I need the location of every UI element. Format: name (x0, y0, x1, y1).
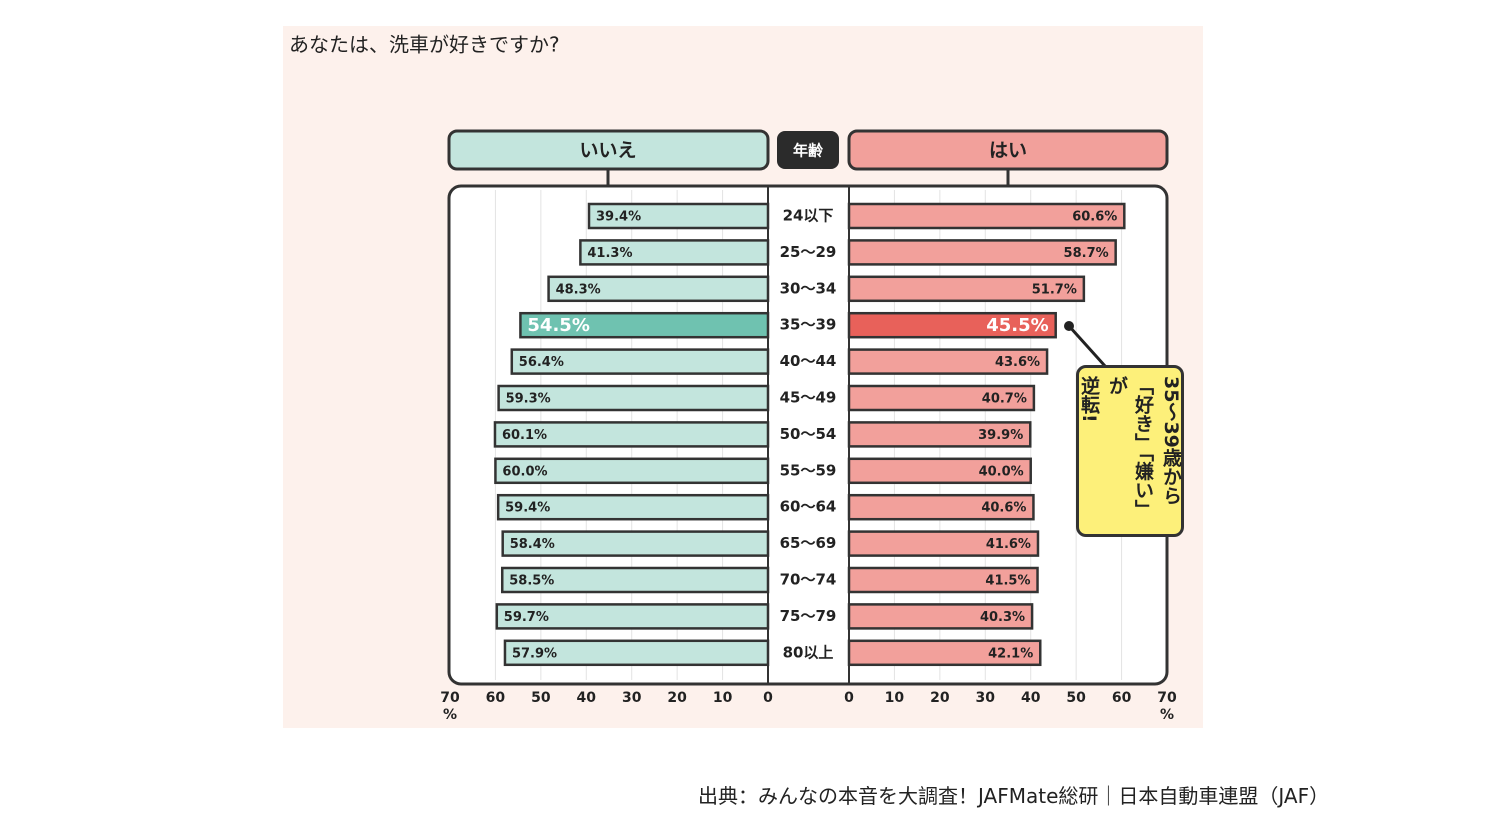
bar (847, 603, 1034, 630)
value-label: 60.0% (502, 464, 547, 479)
category-label: 30～34 (780, 279, 837, 297)
value-label: 51.7% (1032, 282, 1077, 297)
bar (500, 566, 770, 594)
x-tick-label: 30 (976, 690, 996, 706)
bar (847, 384, 1036, 412)
value-label: 41.3% (587, 246, 632, 261)
x-tick-label: 0 (763, 690, 773, 706)
x-tick-label: 40 (577, 690, 597, 706)
x-tick-label: 10 (713, 690, 733, 706)
value-label: 58.4% (510, 537, 555, 552)
x-tick-label: 10 (885, 690, 905, 706)
source: 出典：みんなの本音を大調査！JAFMate総研｜日本自動車連盟（JAF） (698, 784, 1330, 808)
bar (847, 202, 1126, 230)
value-label: 58.5% (509, 574, 554, 589)
value-label: 39.9% (978, 428, 1023, 443)
value-label: 40.3% (980, 610, 1025, 625)
value-label: 40.6% (981, 501, 1026, 516)
legend-label: いいえ (579, 140, 636, 162)
x-tick-label: 70 (1157, 690, 1177, 706)
bar (847, 639, 1042, 667)
bar (847, 275, 1086, 303)
category-label: 60～64 (780, 498, 837, 516)
callout-line (1067, 324, 1107, 368)
bar (847, 348, 1049, 375)
value-label: 48.3% (556, 282, 601, 297)
category-label: 24以下 (783, 207, 834, 225)
value-label: 40.7% (982, 392, 1027, 407)
bar (503, 639, 770, 667)
bar (510, 348, 770, 375)
bar (579, 239, 770, 266)
category-label: 35～39 (780, 316, 837, 334)
category-label: 50～54 (780, 425, 837, 443)
annotation-line: 「好き」「嫌い」が (1106, 376, 1154, 519)
bar (493, 421, 770, 448)
x-tick-label: 70 (440, 690, 460, 706)
category-header: 年齢 (793, 142, 824, 160)
x-tick-label: 30 (622, 690, 642, 706)
x-tick-label: 40 (1021, 690, 1041, 706)
value-label: 45.5% (986, 315, 1048, 336)
bar (495, 603, 770, 630)
category-label: 45～49 (780, 389, 837, 407)
x-tick-label: 60 (486, 690, 506, 706)
callout: 35～39歳から 「好き」「嫌い」が 逆転! (1076, 365, 1184, 537)
value-label: 60.6% (1072, 210, 1117, 225)
value-label: 41.6% (986, 537, 1031, 552)
bar (501, 530, 770, 557)
value-label: 43.6% (995, 355, 1040, 370)
legend-label: はい (989, 140, 1027, 162)
x-tick-label: 50 (1066, 690, 1086, 706)
bar (847, 239, 1117, 266)
bar (847, 493, 1035, 521)
bar (847, 311, 1057, 339)
value-label: 56.4% (519, 355, 564, 370)
category-label: 70～74 (780, 571, 837, 589)
x-tick-label: 50 (531, 690, 551, 706)
x-tick-label: 0 (844, 690, 854, 706)
value-label: 59.3% (506, 392, 551, 407)
x-tick-label: 20 (930, 690, 950, 706)
x-tick-label: 20 (667, 690, 687, 706)
value-label: 59.7% (504, 610, 549, 625)
category-label: 25～29 (780, 243, 837, 261)
category-label: 40～44 (780, 352, 837, 370)
bar (847, 421, 1032, 448)
value-label: 60.1% (502, 428, 547, 443)
value-label: 42.1% (988, 646, 1033, 661)
category-label: 55～59 (780, 461, 837, 479)
x-unit: % (1160, 707, 1174, 723)
category-label: 80以上 (783, 643, 834, 661)
annotation-line: 35～39歳から (1160, 376, 1182, 505)
value-label: 40.0% (979, 464, 1024, 479)
bar (519, 311, 770, 339)
chart-title: あなたは、洗車が好きですか? (289, 33, 560, 57)
category-label: 75～79 (780, 607, 837, 625)
bar (494, 457, 770, 485)
value-label: 54.5% (527, 315, 589, 336)
value-label: 59.4% (505, 501, 550, 516)
bar (847, 566, 1039, 594)
bar (587, 202, 770, 230)
value-label: 41.5% (985, 574, 1030, 589)
value-label: 58.7% (1064, 246, 1109, 261)
bar (847, 457, 1032, 485)
bar (497, 384, 770, 412)
category-label: 65～69 (780, 534, 837, 552)
bar (847, 530, 1040, 557)
x-unit: % (443, 707, 457, 723)
annotation-line: 逆転! (1078, 376, 1100, 423)
value-label: 57.9% (512, 646, 557, 661)
bar (547, 275, 770, 303)
header-box (777, 131, 839, 169)
bar (496, 493, 770, 521)
value-label: 39.4% (596, 210, 641, 225)
plot: 0 10 20 30 40 50 60 70% 0 10 20 30 40 50 60 70% 24以下 25～2… (440, 190, 1177, 723)
x-tick-label: 60 (1112, 690, 1132, 706)
